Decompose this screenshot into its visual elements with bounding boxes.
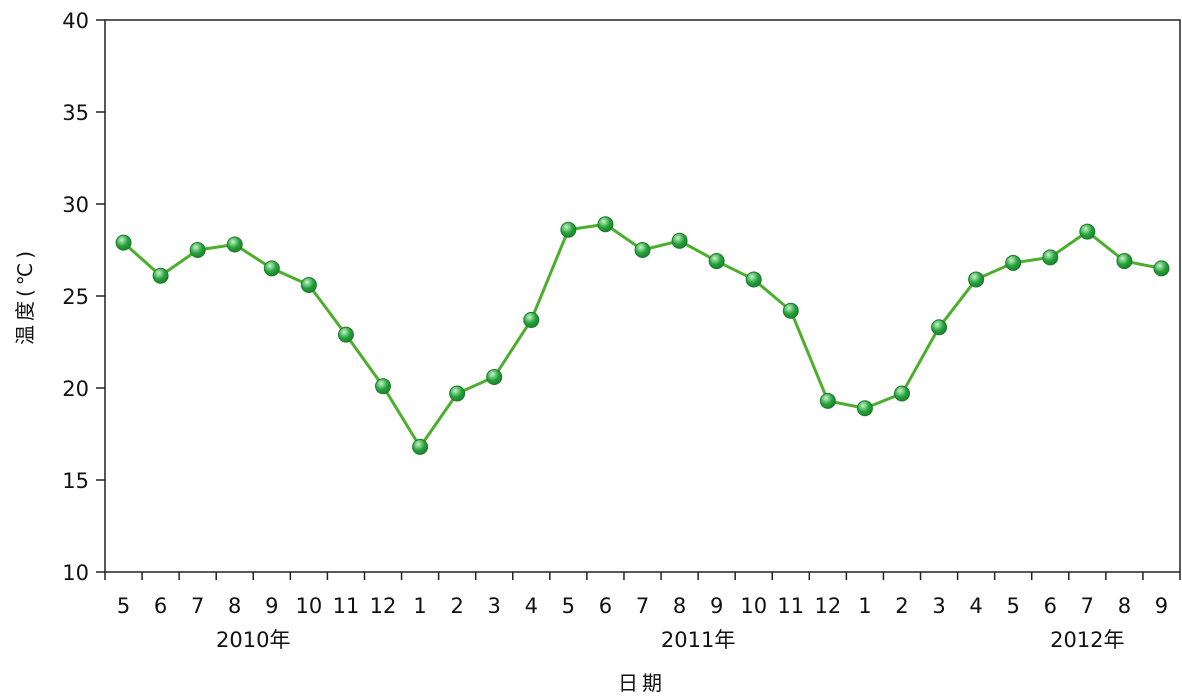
data-point (1153, 260, 1170, 277)
x-tick-label: 9 (1155, 594, 1168, 618)
data-point (597, 216, 614, 233)
year-label: 2011年 (661, 628, 735, 652)
x-tick-label: 8 (1118, 594, 1131, 618)
x-tick-label: 2 (450, 594, 463, 618)
x-tick-label: 7 (191, 594, 204, 618)
data-point (745, 271, 762, 288)
y-axis-title: 温度(℃) (13, 247, 37, 345)
x-tick-label: 1 (858, 594, 871, 618)
data-point (856, 400, 873, 417)
data-point (560, 221, 577, 238)
x-tick-label: 9 (710, 594, 723, 618)
data-point (671, 232, 688, 249)
data-point (115, 234, 132, 251)
x-tick-label: 7 (636, 594, 649, 618)
data-point (1116, 253, 1133, 270)
x-tick-label: 9 (265, 594, 278, 618)
year-label: 2012年 (1050, 628, 1124, 652)
y-tick-label: 10 (62, 561, 89, 585)
x-tick-label: 6 (154, 594, 167, 618)
x-axis-title: 日期 (618, 671, 666, 695)
data-point (152, 267, 169, 284)
x-tick-label: 5 (562, 594, 575, 618)
x-tick-label: 12 (814, 594, 841, 618)
data-point (968, 271, 985, 288)
y-tick-label: 40 (62, 9, 89, 33)
data-point (375, 378, 392, 395)
x-tick-label: 4 (525, 594, 538, 618)
data-point (263, 260, 280, 277)
series-layer (115, 216, 1170, 455)
y-tick-label: 15 (62, 469, 89, 493)
x-tick-label: 3 (932, 594, 945, 618)
x-tick-label: 5 (117, 594, 130, 618)
data-point (189, 242, 206, 258)
data-point (449, 385, 466, 402)
x-tick-label: 6 (599, 594, 612, 618)
x-tick-label: 5 (1007, 594, 1020, 618)
data-point (1005, 254, 1022, 271)
data-point (486, 368, 503, 385)
data-point (931, 319, 948, 336)
data-point (634, 242, 651, 258)
year-label: 2010年 (216, 628, 290, 652)
year-labels: 2010年 2011年 2012年 (216, 628, 1125, 652)
y-axis: 10 15 20 25 30 35 40 (62, 9, 105, 585)
data-point (523, 311, 540, 328)
data-point (337, 326, 354, 343)
y-tick-label: 35 (62, 101, 89, 125)
data-point (1042, 249, 1059, 266)
x-tick-label: 8 (228, 594, 241, 618)
data-point (893, 385, 910, 402)
x-tick-label: 11 (333, 594, 360, 618)
data-point (1079, 223, 1096, 240)
plot-area-frame (104, 19, 1181, 573)
y-tick-label: 20 (62, 377, 89, 401)
data-point (300, 276, 317, 293)
x-tick-label: 12 (370, 594, 397, 618)
x-tick-label: 11 (777, 594, 804, 618)
x-tick-label: 7 (1081, 594, 1094, 618)
x-tick-label: 2 (895, 594, 908, 618)
x-tick-label: 8 (673, 594, 686, 618)
y-tick-label: 25 (62, 285, 89, 309)
data-point (708, 253, 725, 270)
x-tick-label: 10 (740, 594, 767, 618)
data-point (226, 236, 243, 253)
x-tick-label: 1 (413, 594, 426, 618)
x-tick-label: 3 (488, 594, 501, 618)
data-point (782, 302, 799, 319)
x-tick-label: 6 (1044, 594, 1057, 618)
y-tick-label: 30 (62, 193, 89, 217)
x-tick-label: 10 (296, 594, 323, 618)
x-tick-label: 4 (969, 594, 982, 618)
data-point (412, 438, 429, 455)
x-axis: 5 6 7 8 9 10 11 12 1 2 3 4 5 6 7 8 9 10 11 12 1 2 3 4 5 6 7 8 9 (104, 572, 1181, 618)
data-point (819, 392, 836, 409)
